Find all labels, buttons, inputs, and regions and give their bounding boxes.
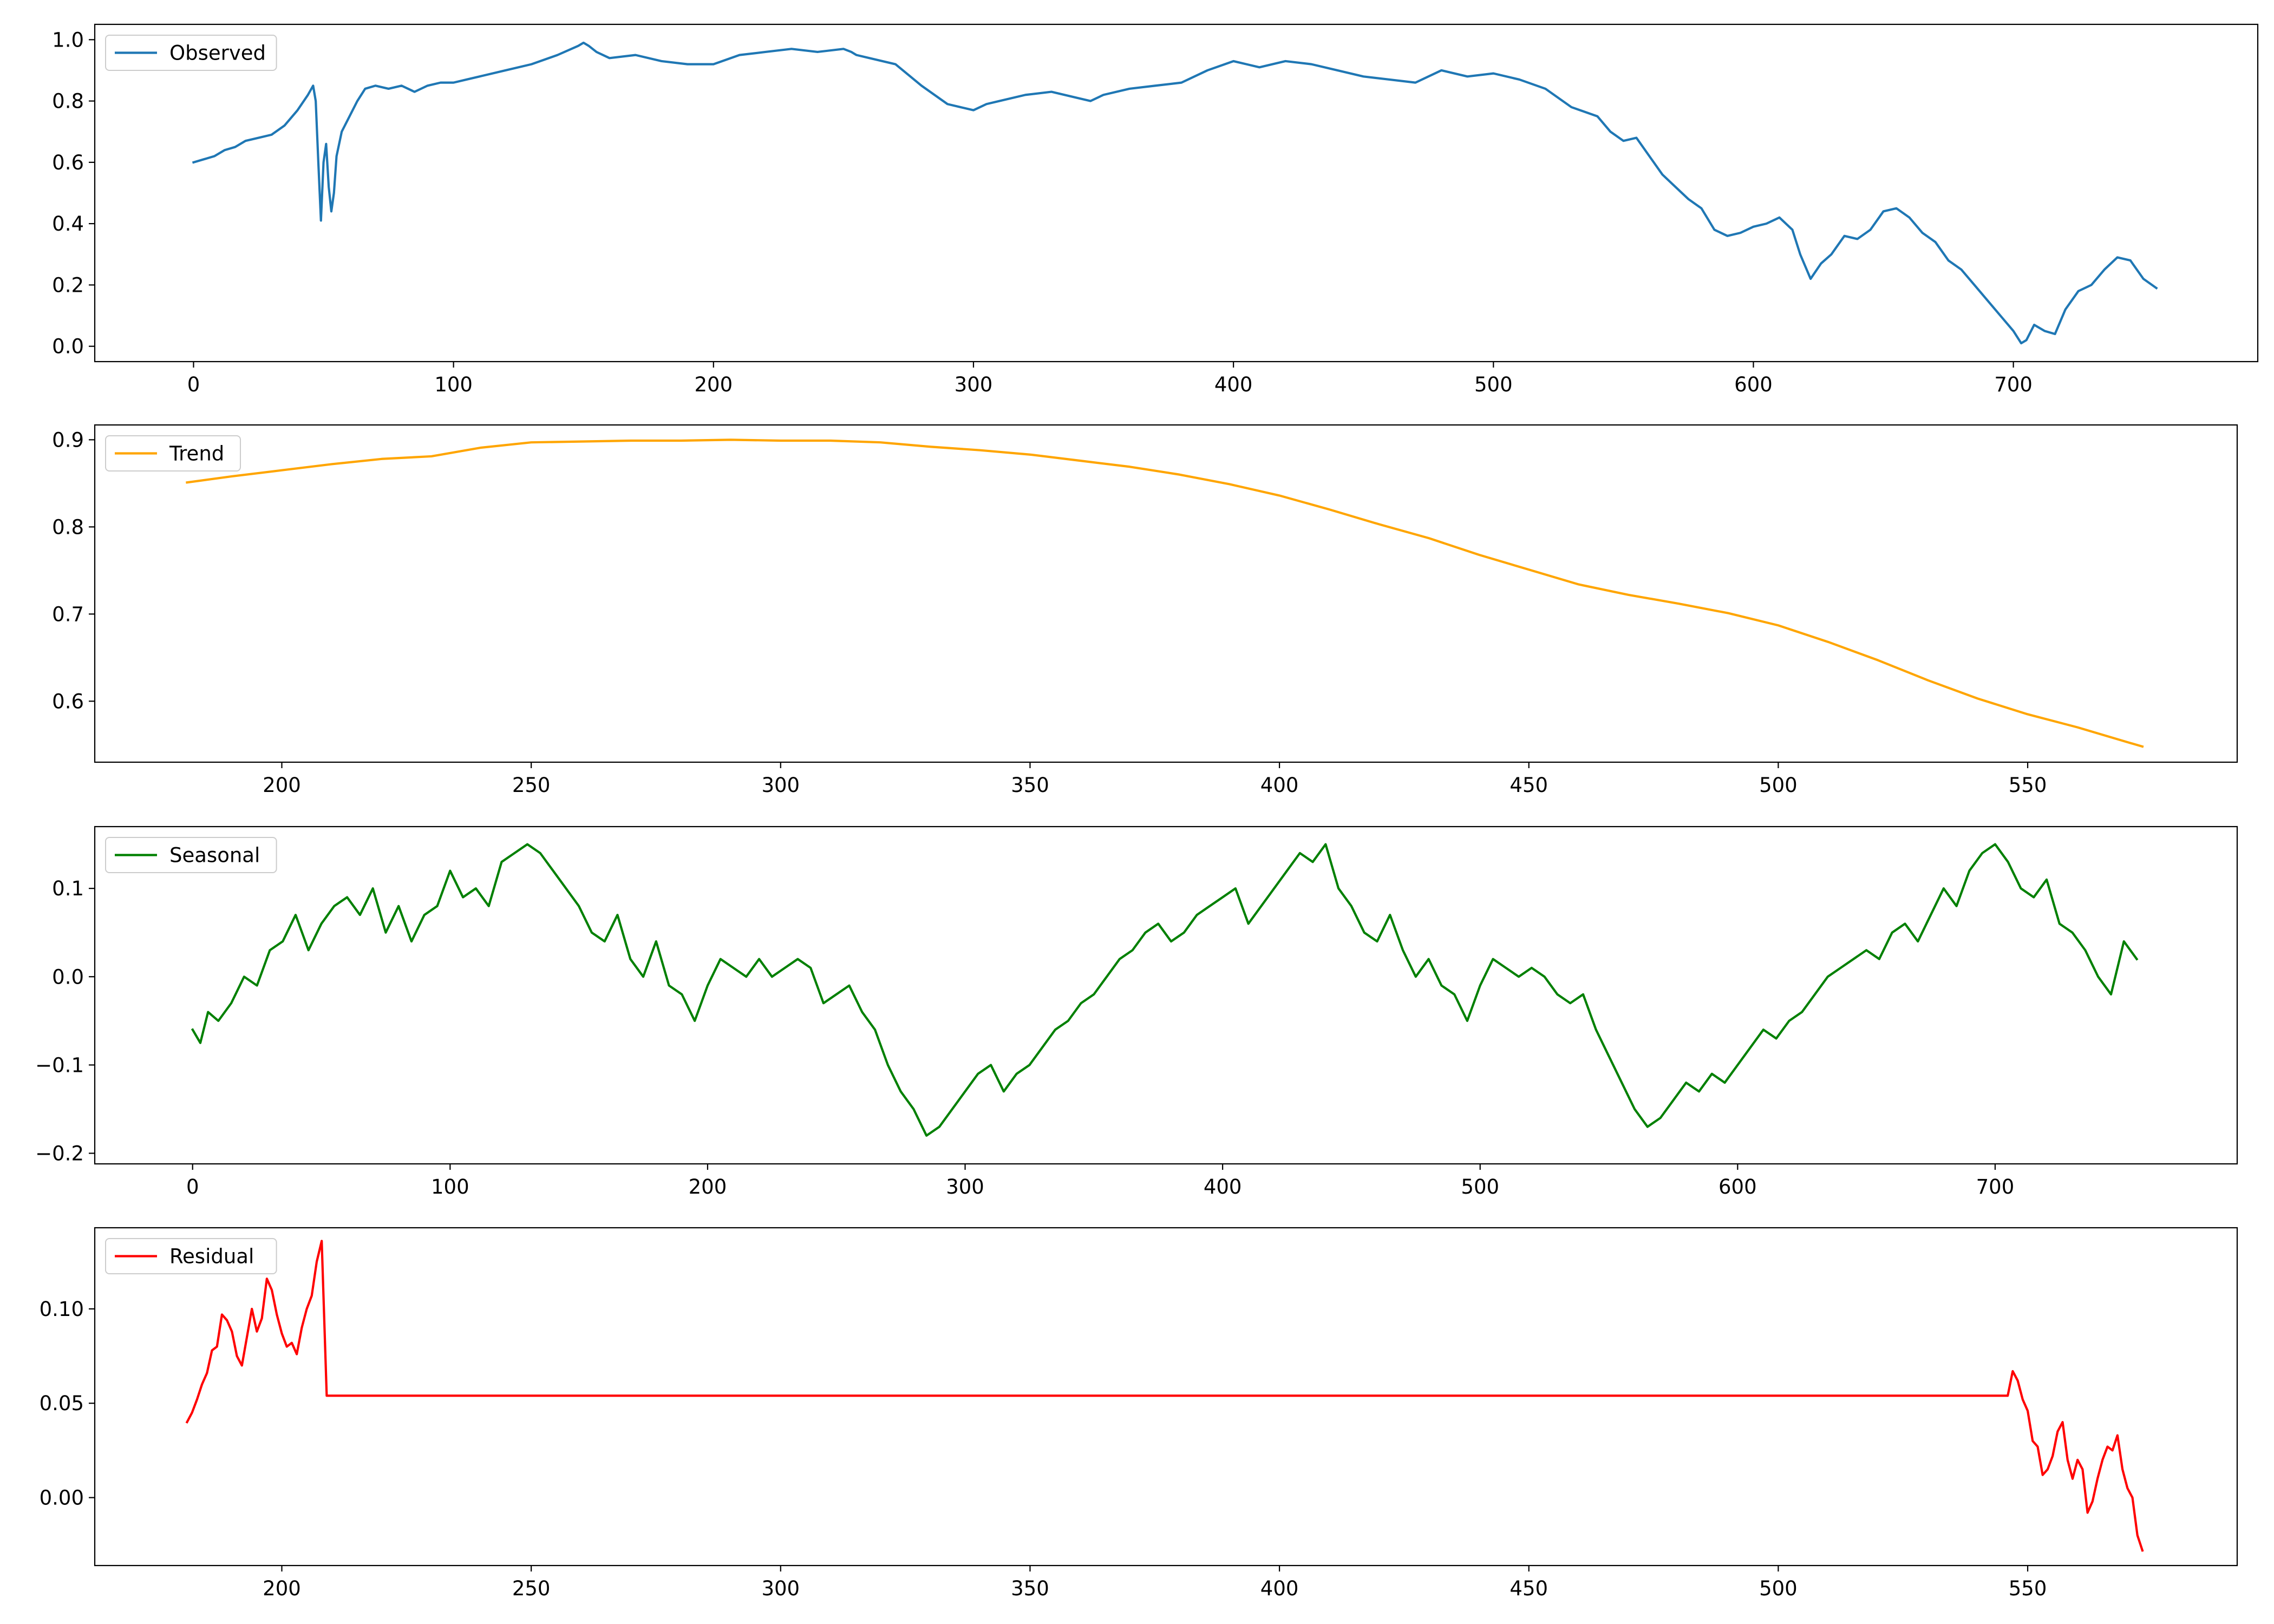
seasonal-x-tick-label: 400 (1204, 1175, 1242, 1199)
observed-x-tick-label: 700 (1994, 373, 2033, 396)
residual-x-tick-label: 200 (263, 1577, 301, 1600)
residual-x-tick-label: 300 (761, 1577, 800, 1600)
trend-y-tick-label: 0.9 (52, 428, 84, 451)
observed-x-tick-label: 300 (955, 373, 993, 396)
residual-series-line (185, 1240, 2144, 1552)
residual-legend-label: Residual (169, 1245, 254, 1268)
residual-y-tick-label: 0.05 (40, 1392, 84, 1415)
panel-residual: 200 250 300 350 400 450 500 550 0.00 0.05 0.10 Resi… (40, 1227, 2238, 1600)
observed-legend-label: Observed (169, 42, 266, 65)
trend-x-tick-label: 400 (1260, 774, 1299, 797)
observed-axes-frame (94, 23, 2259, 363)
residual-y-tick-label: 0.00 (40, 1487, 84, 1510)
residual-legend-box (105, 1238, 277, 1274)
seasonal-series-line (191, 843, 2139, 1137)
trend-y-tick-label: 0.7 (52, 603, 84, 626)
residual-x-tick-label: 450 (1510, 1577, 1548, 1600)
residual-x-tick-label: 400 (1260, 1577, 1299, 1600)
observed-legend: Observed (105, 35, 277, 71)
seasonal-y-tick-label: −0.1 (35, 1053, 84, 1077)
trend-x-tick-label: 200 (263, 774, 301, 797)
observed-y-tick-label: 0.0 (52, 335, 84, 358)
observed-y-tick-label: 0.4 (52, 212, 84, 235)
seasonal-y-tick-label: −0.2 (35, 1142, 84, 1165)
seasonal-x-tick-label: 500 (1461, 1175, 1499, 1199)
trend-legend-box (105, 435, 241, 472)
trend-x-tick-label: 350 (1011, 774, 1049, 797)
observed-y-tick-label: 1.0 (52, 28, 84, 51)
seasonal-x-tick-label: 100 (431, 1175, 469, 1199)
observed-y-tick-label: 0.2 (52, 273, 84, 297)
seasonal-x-tick-label: 600 (1718, 1175, 1757, 1199)
seasonal-x-tick-label: 0 (186, 1175, 199, 1199)
trend-x-tick-label: 250 (512, 774, 551, 797)
seasonal-legend-label: Seasonal (169, 844, 260, 867)
trend-y-tick-label: 0.6 (52, 690, 84, 713)
seasonal-axes-frame (94, 826, 2238, 1165)
trend-x-tick-label: 300 (761, 774, 800, 797)
seasonal-y-tick-label: 0.1 (52, 877, 84, 900)
seasonal-y-tick-label: 0.0 (52, 965, 84, 988)
observed-legend-box (105, 35, 277, 71)
residual-axes-frame (94, 1227, 2238, 1567)
observed-x-tick-label: 0 (187, 373, 200, 396)
trend-legend: Trend (105, 435, 241, 472)
observed-x-tick-label: 100 (434, 373, 473, 396)
observed-y-tick-label: 0.6 (52, 151, 84, 174)
seasonal-legend: Seasonal (105, 837, 277, 873)
trend-series-line (186, 438, 2144, 748)
observed-x-tick-label: 500 (1474, 373, 1513, 396)
observed-series-line (192, 41, 2158, 345)
seasonal-x-tick-label: 200 (689, 1175, 727, 1199)
residual-legend: Residual (105, 1238, 277, 1274)
seasonal-x-tick-label: 700 (1976, 1175, 2015, 1199)
residual-x-tick-label: 250 (512, 1577, 551, 1600)
panel-seasonal: 0 100 200 300 400 500 600 700 −0.2 −0.1 0.0 0.1 Seas… (35, 826, 2238, 1199)
seasonal-legend-box (105, 837, 277, 873)
panel-trend: 200 250 300 350 400 450 500 550 0.6 0.7 0.8 0.9 Tren… (52, 424, 2238, 797)
trend-axes-frame (94, 424, 2238, 763)
trend-x-tick-label: 550 (2009, 774, 2047, 797)
trend-y-tick-label: 0.8 (52, 515, 84, 539)
seasonal-x-tick-label: 300 (946, 1175, 984, 1199)
residual-x-tick-label: 550 (2009, 1577, 2047, 1600)
trend-legend-label: Trend (169, 442, 224, 466)
residual-y-tick-label: 0.10 (40, 1298, 84, 1321)
trend-x-tick-label: 450 (1510, 774, 1548, 797)
trend-x-tick-label: 500 (1759, 774, 1798, 797)
observed-y-tick-label: 0.8 (52, 90, 84, 113)
residual-x-tick-label: 350 (1011, 1577, 1049, 1600)
panel-observed: 0 100 200 300 400 500 600 700 0.0 0.2 0.4 0.6 0.8 1.0… (52, 23, 2259, 396)
observed-x-tick-label: 600 (1734, 373, 1773, 396)
observed-x-tick-label: 200 (694, 373, 733, 396)
residual-x-tick-label: 500 (1759, 1577, 1798, 1600)
observed-x-tick-label: 400 (1214, 373, 1253, 396)
